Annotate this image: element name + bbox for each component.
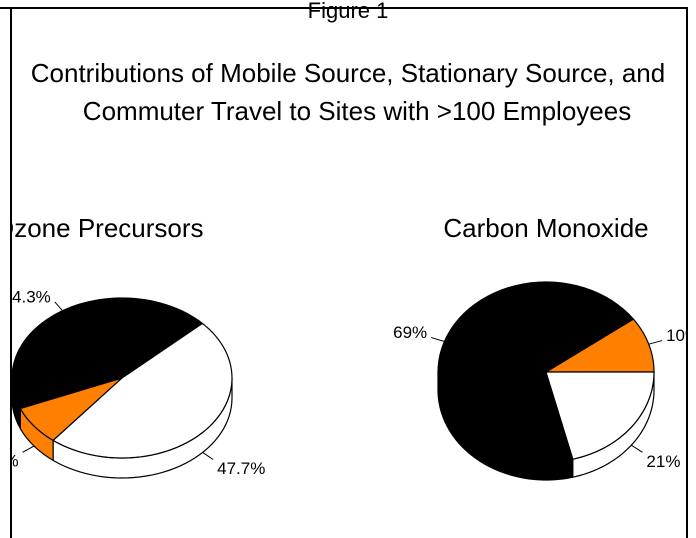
value-label: 44.3% xyxy=(3,287,51,306)
value-label: 69% xyxy=(393,323,427,342)
leader-line xyxy=(648,340,663,345)
value-label: 8% xyxy=(0,452,19,471)
leader-line xyxy=(631,444,643,453)
slice xyxy=(52,322,233,459)
slice xyxy=(19,377,123,442)
leader-line xyxy=(202,452,214,460)
title-line: Contributions of Mobile Source, Stationa… xyxy=(31,58,665,88)
title-line: Commuter Travel to Sites with >100 Emplo… xyxy=(83,96,631,126)
slice xyxy=(545,371,655,460)
value-label: 21% xyxy=(646,452,680,471)
pie-title: Carbon Monoxide xyxy=(443,213,648,243)
value-label: 47.7% xyxy=(217,459,265,478)
pie-title: Ozone Precursors xyxy=(0,213,204,243)
value-label: 10% xyxy=(666,326,696,345)
figure-label: Figure 1 xyxy=(308,0,389,23)
leader-line xyxy=(22,445,35,453)
content: Figure 1 Contributions of Mobile Source,… xyxy=(0,0,696,481)
leader-line xyxy=(54,301,63,312)
leader-line xyxy=(431,337,445,342)
